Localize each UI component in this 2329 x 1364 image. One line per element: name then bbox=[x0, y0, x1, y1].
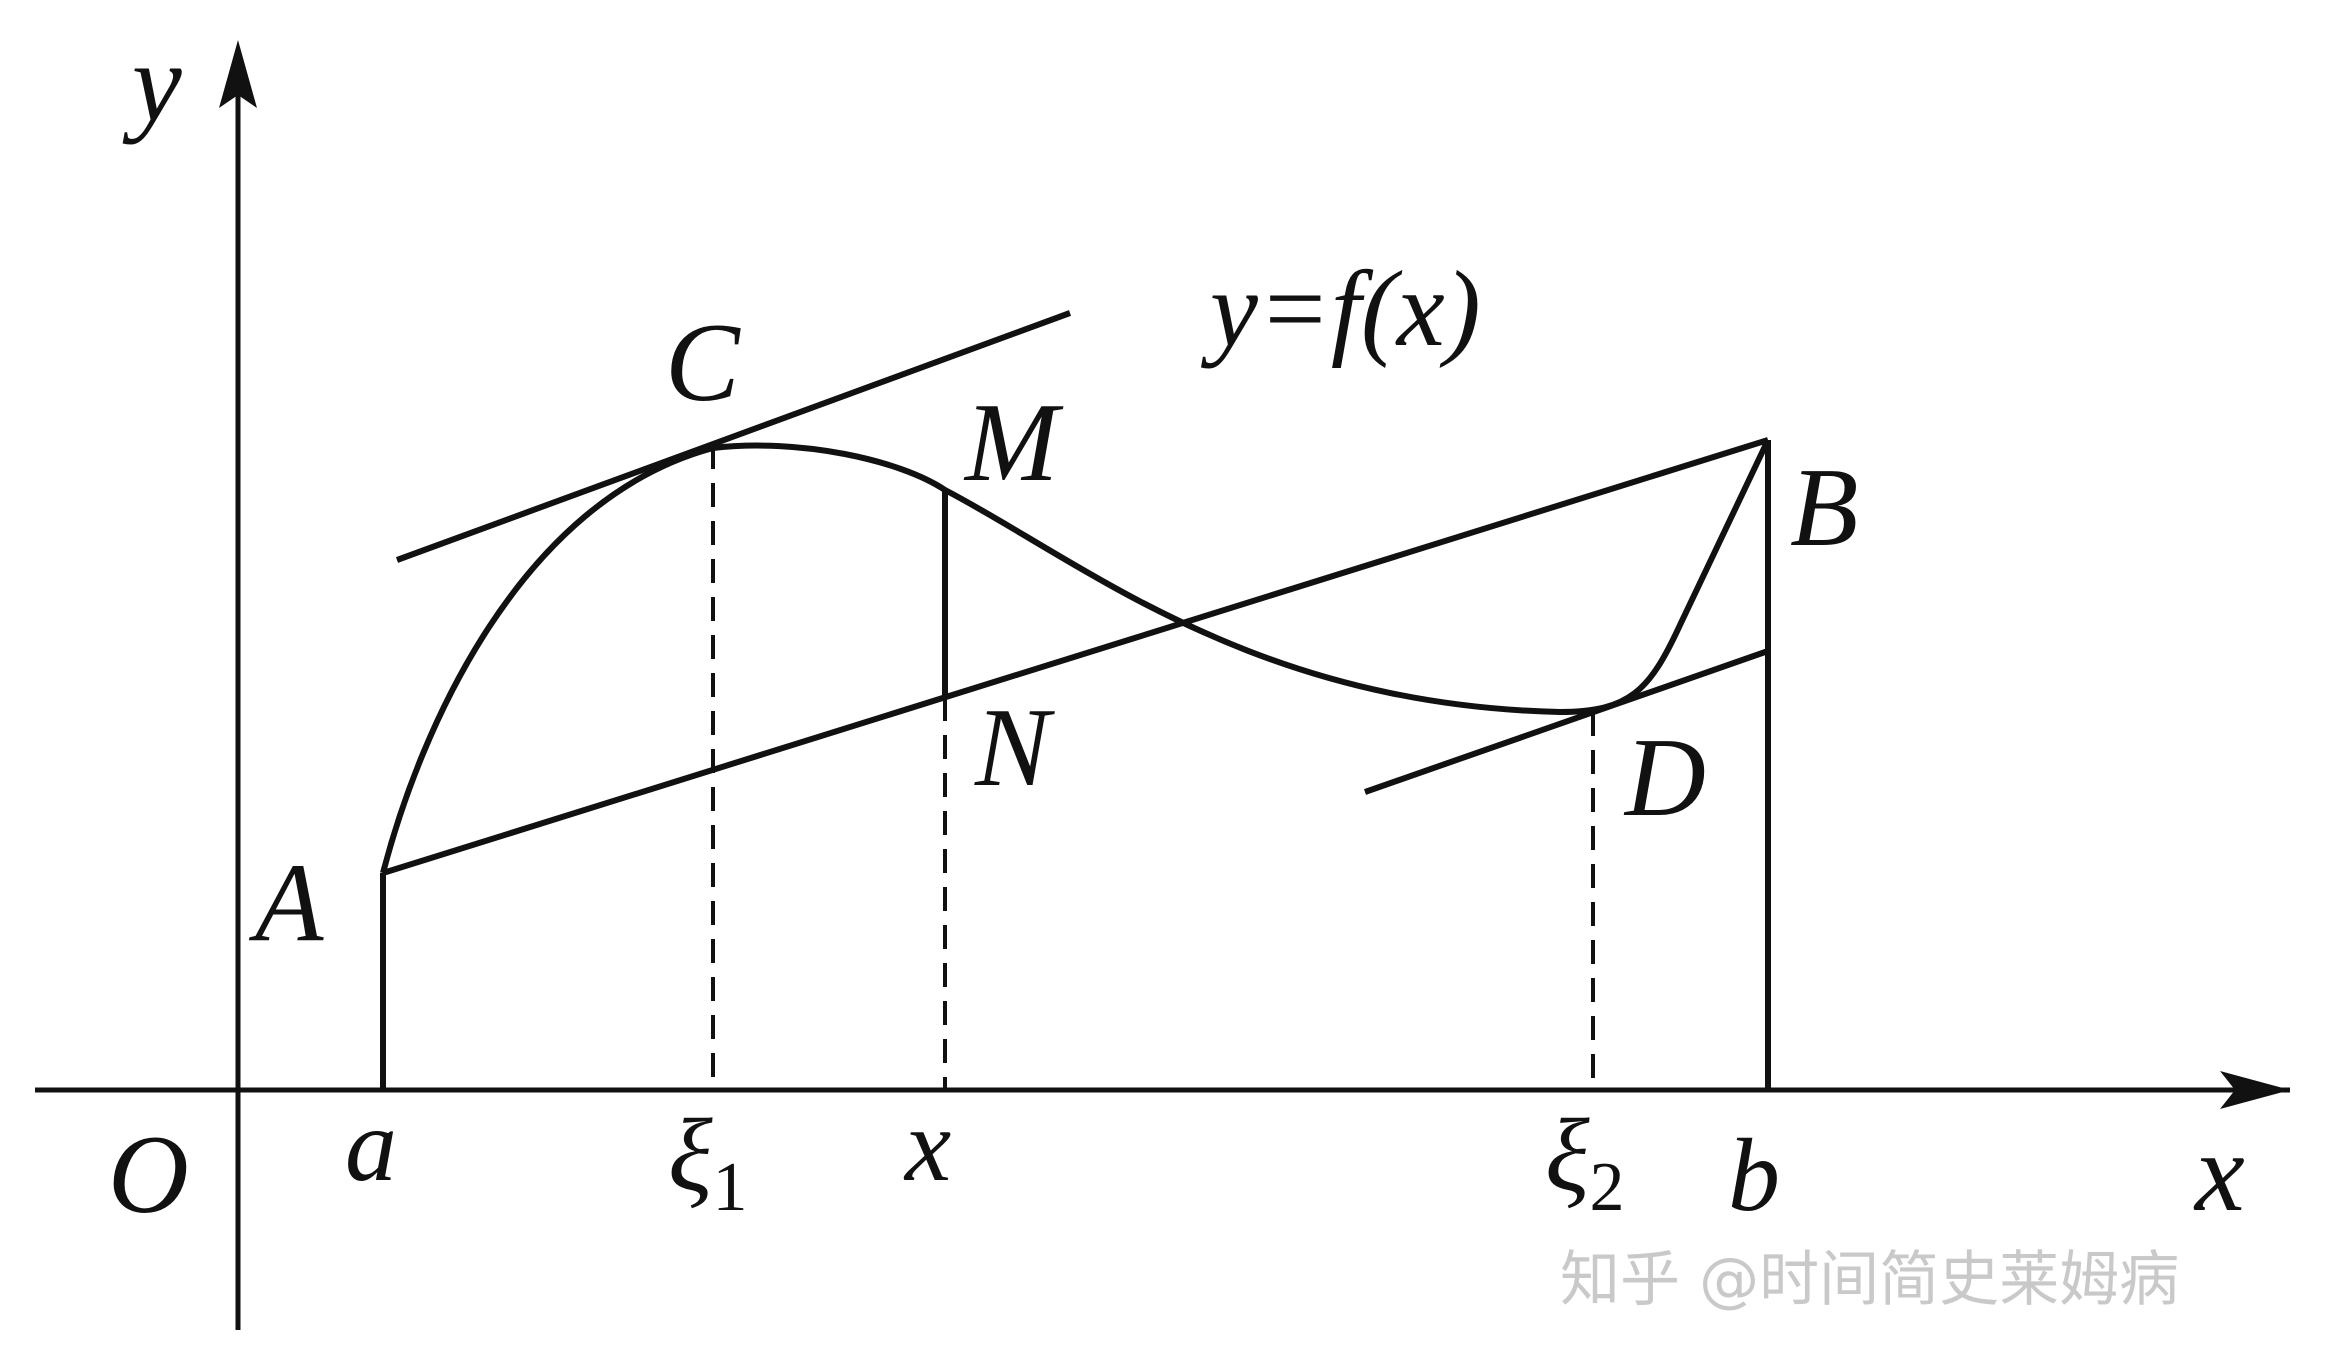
origin-label: O bbox=[108, 1113, 189, 1237]
tick-label-xi1-sub: 1 bbox=[713, 1149, 748, 1226]
x-axis-label: x bbox=[2193, 1111, 2245, 1235]
tick-label-xi2-sub: 2 bbox=[1590, 1149, 1625, 1226]
watermark-text: 知乎 @时间简史莱姆病 bbox=[1560, 1245, 2179, 1315]
tick-label-a: a bbox=[345, 1088, 397, 1203]
tick-label-b: b bbox=[1728, 1118, 1780, 1233]
point-label-C: C bbox=[665, 301, 741, 425]
tangent-at-D bbox=[1364, 648, 1769, 795]
point-label-N: N bbox=[974, 686, 1055, 810]
tick-label-xi1-base: ξ bbox=[668, 1098, 713, 1213]
y-axis-label: y bbox=[122, 21, 182, 145]
tick-label-x: x bbox=[903, 1088, 951, 1203]
chord-AB bbox=[382, 437, 1769, 876]
point-label-M: M bbox=[963, 381, 1064, 505]
tick-label-xi1: ξ1 bbox=[668, 1098, 748, 1226]
point-label-D: D bbox=[1623, 716, 1706, 840]
tangent-at-C bbox=[395, 310, 1072, 563]
point-label-A: A bbox=[248, 841, 324, 965]
x-axis-arrow bbox=[2220, 1071, 2290, 1109]
tick-label-xi2: ξ2 bbox=[1545, 1098, 1625, 1226]
tick-label-xi2-base: ξ bbox=[1545, 1098, 1590, 1213]
function-label: y=f(x) bbox=[1200, 250, 1481, 369]
y-axis-arrow bbox=[219, 40, 257, 108]
function-curve bbox=[380, 438, 1771, 874]
point-label-B: B bbox=[1790, 446, 1858, 570]
